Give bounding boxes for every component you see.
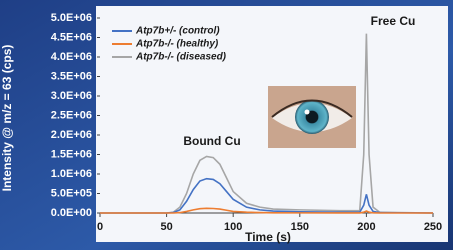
x-axis-label: Time (s) (245, 230, 291, 244)
x-tick-label: 150 (291, 221, 309, 233)
y-tick-label: 2.5E+06 (51, 109, 92, 121)
y-tick-label: 3.0E+06 (51, 90, 92, 102)
x-tick-label: 250 (424, 221, 442, 233)
x-tick-label: 200 (357, 221, 375, 233)
y-tick-label: 0.0E+00 (51, 207, 92, 219)
y-tick-label: 5.0E+06 (51, 12, 92, 24)
annotation: Free Cu (371, 14, 416, 28)
y-tick-label: 5.0E+05 (51, 187, 92, 199)
x-tick-label: 50 (160, 221, 172, 233)
y-tick-label: 1.0E+06 (51, 168, 92, 180)
y-tick-label: 4.0E+06 (51, 51, 92, 63)
x-tick-label: 0 (97, 221, 103, 233)
x-tick-label: 100 (224, 221, 242, 233)
chart: Intensity @ m/z = 63 (cps) Time (s) 0.0E… (0, 0, 453, 250)
y-tick-label: 3.5E+06 (51, 70, 92, 82)
y-axis-label: Intensity @ m/z = 63 (cps) (0, 45, 14, 192)
annotation: Bound Cu (183, 134, 240, 148)
legend-label: Atp7b-/- (diseased) (135, 52, 227, 63)
y-tick-label: 2.0E+06 (51, 129, 92, 141)
legend-label: Atp7b+/- (control) (135, 26, 220, 37)
y-tick-label: 1.5E+06 (51, 148, 92, 160)
eye-photo (268, 86, 356, 148)
y-tick-label: 4.5E+06 (51, 31, 92, 43)
legend-label: Atp7b-/- (healthy) (135, 39, 219, 50)
